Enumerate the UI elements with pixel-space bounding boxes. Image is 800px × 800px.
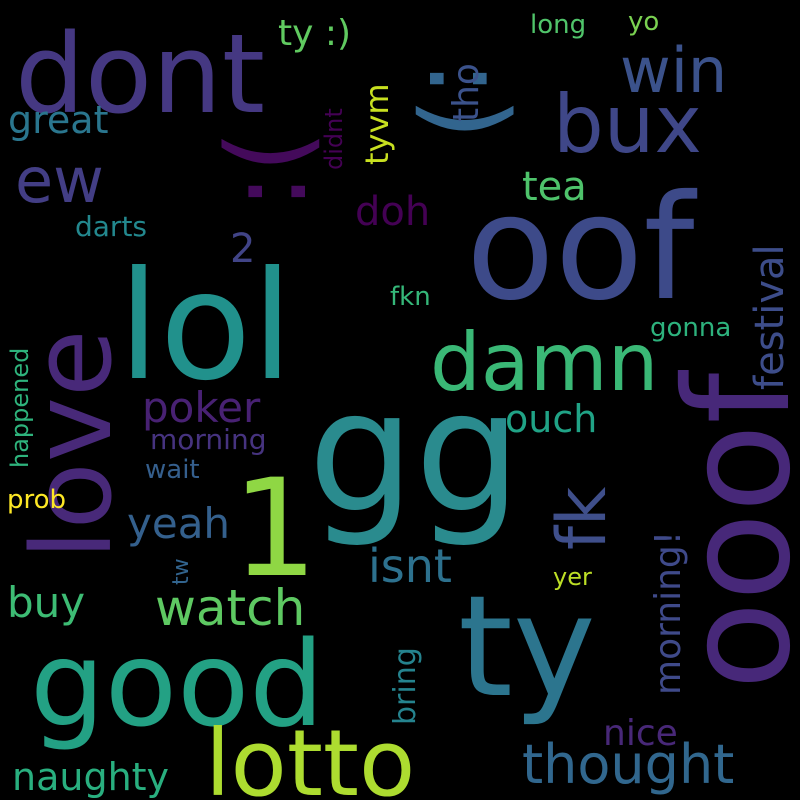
word-ty: ty (458, 566, 596, 729)
word-buy: buy (7, 578, 85, 627)
word-damn: damn (430, 316, 658, 409)
word-prob: prob (7, 485, 66, 515)
word-darts: darts (75, 210, 147, 243)
word-didnt: didnt (320, 108, 348, 170)
word-thought: thought (522, 733, 734, 796)
word-oof: oof (466, 164, 697, 333)
word-happened: happened (6, 348, 34, 468)
word-fk: fk (543, 486, 622, 550)
word-win: win (620, 34, 727, 107)
word-tyvm: tyvm (358, 83, 396, 165)
word-ouch: ouch (505, 397, 597, 441)
word-nice: nice (603, 713, 678, 754)
word-naughty: naughty (12, 755, 169, 799)
word-morning: morning (150, 423, 266, 456)
word-ty: ty :) (278, 13, 351, 54)
word-bring: bring (388, 647, 423, 725)
word-love: love (8, 329, 136, 560)
word-ew: ew (15, 144, 104, 217)
word-tw: tw (169, 558, 194, 585)
word-symbol: :) (404, 60, 532, 140)
word-fkn: fkn (390, 282, 431, 312)
word-lol: lol (118, 240, 293, 414)
word-morning: morning! (648, 531, 689, 695)
word-long: long (530, 10, 586, 40)
word-tho: tho (446, 63, 487, 122)
word-dont: dont (15, 10, 265, 138)
word-poker: poker (142, 383, 261, 432)
word-1: 1 (232, 450, 318, 607)
word-lotto: lotto (205, 710, 415, 800)
word-ooof: ooof (654, 370, 800, 690)
word-tea: tea (522, 164, 587, 210)
word-great: great (8, 98, 108, 142)
word-gonna: gonna (650, 313, 731, 343)
word-doh: doh (355, 189, 430, 235)
word-yeah: yeah (127, 499, 230, 548)
word-festival: festival (747, 244, 793, 390)
word-isnt: isnt (368, 539, 452, 593)
word-good: good (30, 615, 324, 753)
word-wait: wait (145, 455, 200, 485)
word-bux: bux (553, 78, 702, 171)
word-2: 2 (230, 226, 255, 272)
word-watch: watch (155, 579, 305, 637)
word-symbol: :( (203, 130, 331, 210)
word-gg: gg (308, 354, 521, 550)
word-yo: yo (628, 7, 659, 37)
word-yer: yer (553, 563, 592, 591)
